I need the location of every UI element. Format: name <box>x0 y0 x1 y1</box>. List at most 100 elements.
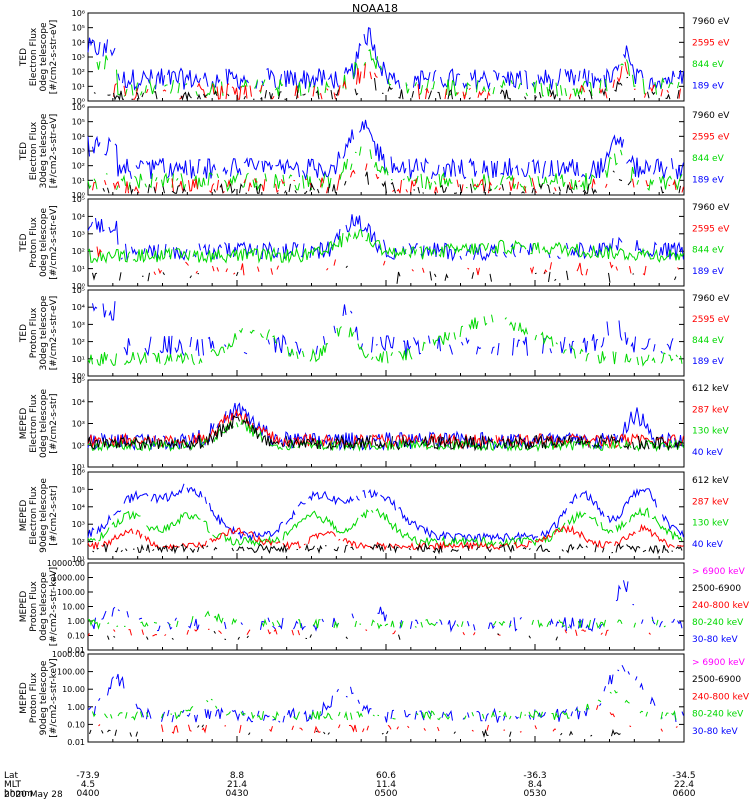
x-tick-label: 0430 <box>226 789 249 799</box>
y-tick-label: 10⁴ <box>72 212 85 221</box>
y-axis-label: [#/cm2-s-str-eV] <box>49 205 59 280</box>
legend-entry: 240-800 keV <box>692 601 750 611</box>
legend-entry: 287 keV <box>692 405 729 415</box>
x-tick-label: 8.8 <box>230 771 245 781</box>
y-axis-label: 30deg telescope <box>39 113 49 188</box>
y-axis-label: TED <box>19 48 29 67</box>
y-tick-label: 0.01 <box>67 646 85 655</box>
y-tick-label: 10¹ <box>72 82 85 91</box>
series-blue <box>87 119 684 181</box>
legend-entry: 844 eV <box>692 60 725 70</box>
series-black <box>90 725 683 737</box>
y-axis-label: [#/cm2-s-str] <box>49 393 59 453</box>
x-row-label: MLT <box>4 780 22 790</box>
series-green <box>96 49 680 97</box>
series-green <box>87 314 683 367</box>
y-tick-label: 10000.00 <box>47 559 85 568</box>
y-tick-label: 10¹ <box>72 176 85 185</box>
panel-frame <box>87 198 685 287</box>
y-axis-label: Electron Flux <box>29 27 39 86</box>
legend-entry: 7960 eV <box>692 111 730 121</box>
y-axis-label: [#/cm2-s-str-keV] <box>49 658 59 737</box>
y-tick-label: 10³ <box>72 230 85 239</box>
legend-entry: 2595 eV <box>692 133 730 143</box>
panel-frame <box>87 12 685 102</box>
x-tick-label: -73.9 <box>76 771 100 781</box>
y-tick-label: 10¹ <box>72 463 85 472</box>
y-tick-label: 0.01 <box>67 738 85 747</box>
y-tick-label: 10¹ <box>72 265 85 274</box>
y-axis-label: MEPED <box>19 591 29 623</box>
x-tick-label: 8.4 <box>528 780 543 790</box>
x-tick-label: 60.6 <box>376 771 396 781</box>
y-tick-label: 10.00 <box>62 603 85 612</box>
y-axis-label: MEPED <box>19 500 29 532</box>
y-tick-label: 10⁵ <box>72 118 85 127</box>
series-blue <box>93 301 678 356</box>
y-tick-label: 10² <box>72 338 85 347</box>
y-axis-label: 90deg telescope <box>39 660 49 735</box>
date-label: 2020 May 28 <box>4 790 63 800</box>
y-axis-label: TED <box>19 142 29 161</box>
legend-entry: 40 keV <box>692 540 724 550</box>
y-axis-label: Proton Flux <box>29 672 39 723</box>
y-tick-label: 100.00 <box>57 668 85 677</box>
y-axis-label: 0deg telescope <box>39 22 49 92</box>
y-tick-label: 10⁴ <box>72 503 85 512</box>
legend-entry: 612 keV <box>692 476 729 486</box>
legend-entry: 7960 eV <box>692 17 730 27</box>
panel-frame <box>87 562 685 651</box>
legend-entry: 189 eV <box>692 357 725 367</box>
legend-entry: 2595 eV <box>692 224 730 234</box>
y-axis-label: [#/cm2-s-str-eV] <box>49 20 59 95</box>
panel-6: 10¹ 10² 10³ 10⁴ 10⁵ 10⁶ MEPED Electron Flux 90de… <box>19 468 729 564</box>
legend-entry: 240-800 keV <box>692 692 750 702</box>
legend-entry: 844 eV <box>692 336 725 346</box>
y-tick-label: 1.00 <box>67 703 85 712</box>
y-axis-label: 0deg telescope <box>39 389 49 459</box>
y-tick-label: 10¹ <box>72 555 85 564</box>
y-tick-label: 10² <box>72 247 85 256</box>
y-tick-label: 10⁶ <box>72 468 85 477</box>
x-tick-label: 0600 <box>673 789 696 799</box>
y-axis-label: Proton Flux <box>29 581 39 632</box>
y-tick-label: 10⁵ <box>72 376 85 385</box>
legend-entry: 130 keV <box>692 427 729 437</box>
y-axis-label: 0deg telescope <box>39 208 49 278</box>
y-tick-label: 10² <box>72 68 85 77</box>
panel-frame <box>87 289 685 377</box>
panel-4: 10⁰ 10¹ 10² 10³ 10⁴ 10⁵ TED Proton Flux 30deg te… <box>19 286 730 381</box>
y-tick-label: 10⁶ <box>72 103 85 112</box>
legend-entry: 189 eV <box>692 267 725 277</box>
x-row-label: hhmm <box>4 789 33 799</box>
y-tick-label: 10³ <box>72 420 85 429</box>
panel-5: 10¹ 10² 10³ 10⁴ 10⁵ MEPED Electron Flux 0deg te… <box>19 376 729 472</box>
legend-entry: 30-80 keV <box>692 635 738 645</box>
series-blue <box>87 664 684 723</box>
y-axis-label: Electron Flux <box>29 121 39 180</box>
y-tick-label: 10⁴ <box>72 132 85 141</box>
figure-title: NOAA18 <box>352 2 398 15</box>
legend-entry: 844 eV <box>692 154 725 164</box>
legend-entry: 30-80 keV <box>692 727 738 737</box>
y-tick-label: 10⁴ <box>72 398 85 407</box>
y-tick-label: 1000.00 <box>52 574 85 583</box>
legend-entry: 7960 eV <box>692 203 730 213</box>
y-axis-label: Electron Flux <box>29 394 39 453</box>
series-green <box>87 506 683 547</box>
x-row-label: Lat <box>4 771 19 781</box>
legend-entry: 40 keV <box>692 448 724 458</box>
y-tick-label: 10⁴ <box>72 303 85 312</box>
series-red <box>113 61 681 100</box>
y-tick-label: 10⁵ <box>72 195 85 204</box>
y-axis-label: Proton Flux <box>29 217 39 268</box>
y-tick-label: 10³ <box>72 320 85 329</box>
y-tick-label: 10² <box>72 538 85 547</box>
y-tick-label: 10⁶ <box>72 9 85 18</box>
x-tick-label: 0500 <box>375 789 398 799</box>
y-tick-label: 10⁰ <box>72 282 85 291</box>
series-red <box>99 705 683 733</box>
panel-8: 0.01 0.10 1.00 10.00 100.00 1000.00 MEPED Proto… <box>19 650 750 747</box>
